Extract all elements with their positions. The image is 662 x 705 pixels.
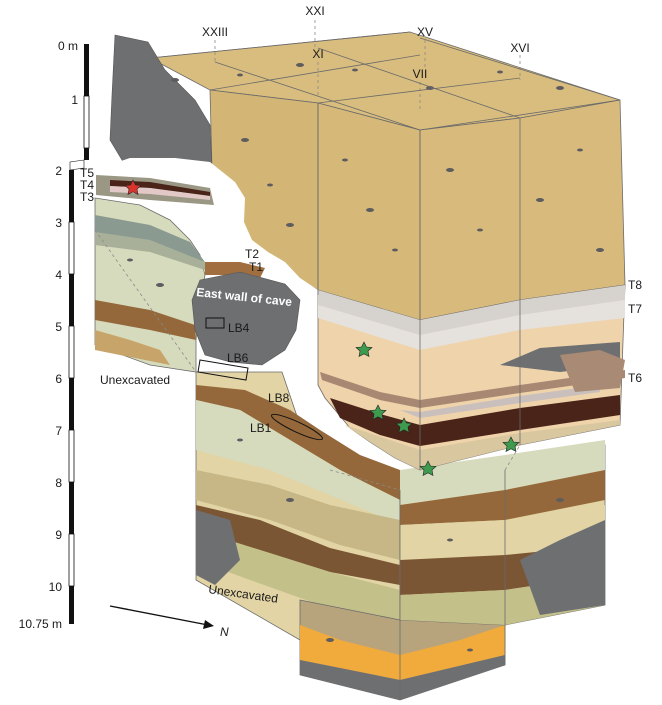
scale-label: 1 xyxy=(71,93,78,107)
clast-pattern xyxy=(127,63,604,652)
layer-label-t4: T4 xyxy=(80,178,94,192)
grid-label: XVI xyxy=(510,41,529,55)
depth-scale xyxy=(68,44,90,624)
layer-label-t8: T8 xyxy=(628,278,642,292)
star-green xyxy=(355,341,373,358)
scale-label: 4 xyxy=(55,268,62,282)
sample-label-lb4: LB4 xyxy=(228,321,250,335)
star-red xyxy=(124,179,142,196)
north-arrow xyxy=(109,605,214,629)
grid-label: VII xyxy=(413,67,428,81)
sample-stars xyxy=(124,179,520,477)
grid-lines xyxy=(94,20,621,700)
upper-right-face xyxy=(419,99,626,321)
scale-label: 0 m xyxy=(58,39,78,53)
scale-label: 3 xyxy=(55,216,62,230)
sample-label-lb8: LB8 xyxy=(268,391,290,405)
scale-label: 7 xyxy=(55,424,62,438)
layer-label-t5: T5 xyxy=(80,166,94,180)
scale-label: 9 xyxy=(55,528,62,542)
sample-label-lb1: LB1 xyxy=(250,421,272,435)
star-green xyxy=(502,436,520,453)
layer-label-t7: T7 xyxy=(628,302,642,316)
scale-label: 10.75 m xyxy=(19,617,62,631)
star-green xyxy=(395,417,413,434)
east-wall-rock xyxy=(191,271,301,366)
star-green xyxy=(419,460,437,477)
scale-label: 2 xyxy=(55,164,62,178)
unexcavated-label: Unexcavated xyxy=(100,373,170,387)
sample-label-lb6: LB6 xyxy=(227,351,249,365)
cave-void xyxy=(95,158,405,490)
layer-label-t2: T2 xyxy=(245,247,259,261)
scale-label: 6 xyxy=(55,372,62,386)
layer-label-t3: T3 xyxy=(80,190,94,204)
scale-label: 8 xyxy=(55,476,62,490)
sample-lb4-outline xyxy=(205,317,225,329)
star-green xyxy=(369,404,387,421)
north-label: N xyxy=(220,625,229,639)
grid-label: XI xyxy=(312,47,323,61)
grid-label: XXIII xyxy=(202,25,228,39)
layer-label-t6: T6 xyxy=(628,371,642,385)
scale-label: 10 xyxy=(49,580,63,594)
sample-lb8-outline xyxy=(271,413,323,441)
layer-label-t1: T1 xyxy=(249,260,263,274)
sample-lb6-outline xyxy=(197,359,249,381)
grid-label: XXI xyxy=(305,4,324,18)
grid-label: XV xyxy=(417,25,433,39)
scale-label: 5 xyxy=(55,320,62,334)
